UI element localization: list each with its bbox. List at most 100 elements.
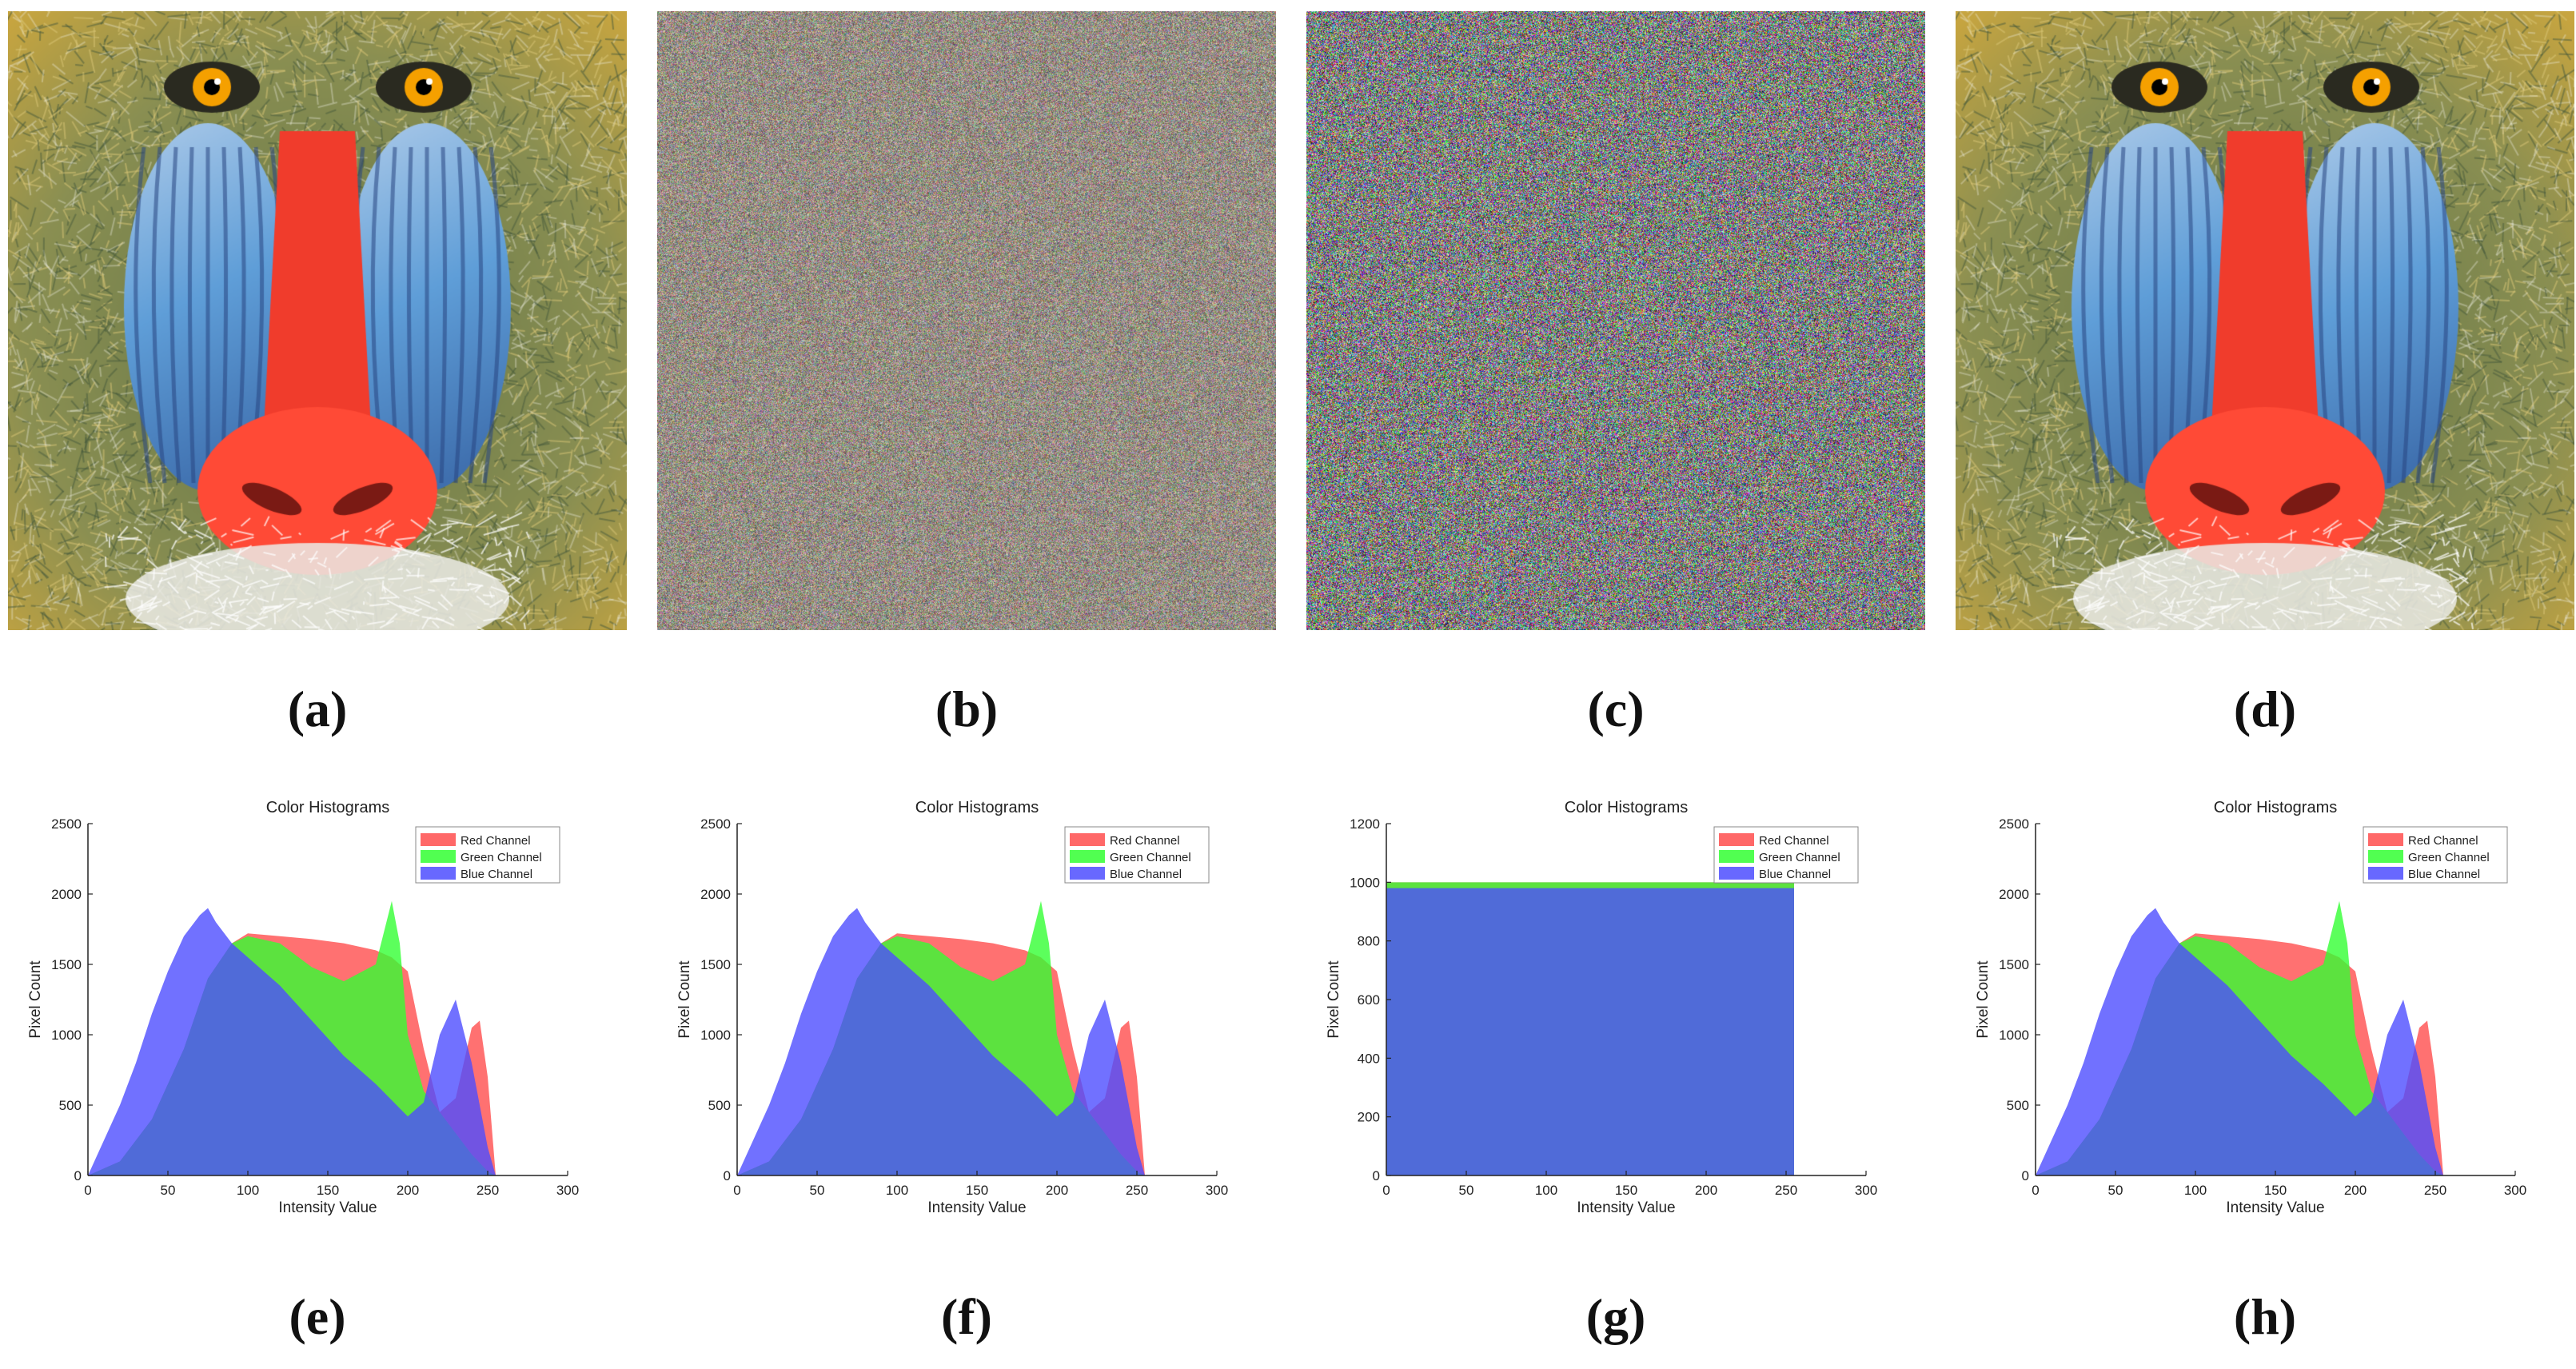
x-tick-label: 200 bbox=[1046, 1183, 1068, 1198]
legend-label: Red Channel bbox=[1759, 834, 1829, 848]
chart-title: Color Histograms bbox=[2214, 799, 2337, 816]
caption-e: (e) bbox=[289, 1288, 346, 1345]
y-tick-label: 1500 bbox=[51, 957, 82, 972]
x-tick-label: 50 bbox=[161, 1183, 176, 1198]
caption-a: (a) bbox=[287, 681, 348, 737]
x-axis-label: Intensity Value bbox=[927, 1199, 1026, 1216]
y-axis-label: Pixel Count bbox=[27, 960, 44, 1039]
x-tick-label: 150 bbox=[2264, 1183, 2287, 1198]
series-group bbox=[737, 900, 1145, 1175]
y-tick-label: 0 bbox=[1373, 1168, 1380, 1183]
legend-swatch bbox=[2368, 850, 2403, 863]
legend-swatch bbox=[421, 850, 456, 863]
x-tick-label: 300 bbox=[1206, 1183, 1228, 1198]
legend-label: Blue Channel bbox=[461, 868, 532, 881]
legend-swatch bbox=[1070, 850, 1105, 863]
caption-b: (b) bbox=[935, 681, 999, 737]
x-tick-label: 150 bbox=[966, 1183, 988, 1198]
image-panel-c bbox=[1306, 11, 1925, 630]
legend-swatch bbox=[2368, 833, 2403, 846]
mandrill-original-image bbox=[8, 11, 627, 630]
x-tick-label: 0 bbox=[2032, 1183, 2039, 1198]
y-tick-label: 800 bbox=[1358, 934, 1380, 949]
histogram-e: Color Histograms 0 50 100 150 200 250 300 0 500 10… bbox=[8, 792, 627, 1239]
legend-swatch bbox=[2368, 867, 2403, 880]
legend-label: Red Channel bbox=[461, 834, 531, 848]
y-tick-label: 1000 bbox=[1350, 875, 1380, 890]
x-tick-label: 250 bbox=[1775, 1183, 1797, 1198]
x-tick-label: 50 bbox=[810, 1183, 825, 1198]
legend-label: Blue Channel bbox=[1110, 868, 1182, 881]
mandrill-decrypted-image bbox=[1956, 11, 2574, 630]
x-tick-label: 250 bbox=[477, 1183, 499, 1198]
chart-title: Color Histograms bbox=[266, 799, 389, 816]
image-panel-d bbox=[1956, 11, 2574, 630]
y-tick-label: 0 bbox=[74, 1168, 82, 1183]
y-axis-label: Pixel Count bbox=[676, 960, 693, 1039]
legend-label: Green Channel bbox=[461, 851, 542, 864]
legend-swatch bbox=[1070, 867, 1105, 880]
y-tick-label: 2500 bbox=[51, 816, 82, 832]
y-tick-label: 1000 bbox=[1999, 1028, 2029, 1043]
legend: Red Channel Green Channel Blue Channel bbox=[2363, 826, 2508, 884]
y-tick-label: 2000 bbox=[700, 887, 731, 902]
y-tick-label: 500 bbox=[708, 1098, 731, 1113]
y-axis-label: Pixel Count bbox=[1975, 960, 1992, 1039]
histogram-h: Color Histograms 0 50 100 150 200 250 300 0 500 10… bbox=[1956, 792, 2574, 1239]
legend: Red Channel Green Channel Blue Channel bbox=[1064, 826, 1210, 884]
caption-g: (g) bbox=[1585, 1288, 1646, 1345]
y-tick-label: 500 bbox=[59, 1098, 82, 1113]
y-tick-label: 2000 bbox=[1999, 887, 2029, 902]
x-tick-label: 0 bbox=[1382, 1183, 1390, 1198]
encrypted-noise-image bbox=[657, 11, 1276, 630]
x-tick-label: 0 bbox=[733, 1183, 740, 1198]
caption-d: (d) bbox=[2233, 681, 2297, 737]
x-tick-label: 0 bbox=[84, 1183, 91, 1198]
legend-label: Blue Channel bbox=[2408, 868, 2480, 881]
y-tick-label: 0 bbox=[724, 1168, 731, 1183]
chart-title: Color Histograms bbox=[1565, 799, 1688, 816]
x-tick-label: 100 bbox=[2184, 1183, 2207, 1198]
y-tick-label: 1500 bbox=[1999, 957, 2029, 972]
x-tick-label: 250 bbox=[2424, 1183, 2446, 1198]
y-tick-label: 2500 bbox=[700, 816, 731, 832]
y-tick-label: 1200 bbox=[1350, 816, 1380, 832]
y-tick-label: 500 bbox=[2007, 1098, 2029, 1113]
colorful-noise-image bbox=[1306, 11, 1925, 630]
legend-swatch bbox=[1719, 867, 1754, 880]
y-tick-label: 2000 bbox=[51, 887, 82, 902]
caption-c: (c) bbox=[1587, 681, 1645, 737]
caption-f: (f) bbox=[941, 1288, 992, 1345]
histogram-g: Color Histograms 0 50 100 150 200 250 300 0 200 40… bbox=[1306, 792, 1925, 1239]
legend-swatch bbox=[421, 833, 456, 846]
x-tick-label: 200 bbox=[2344, 1183, 2367, 1198]
x-tick-label: 200 bbox=[1695, 1183, 1717, 1198]
x-tick-label: 100 bbox=[886, 1183, 908, 1198]
x-axis-label: Intensity Value bbox=[278, 1199, 377, 1216]
series-group bbox=[2036, 900, 2443, 1175]
x-tick-label: 300 bbox=[556, 1183, 579, 1198]
y-tick-label: 1500 bbox=[700, 957, 731, 972]
x-tick-label: 50 bbox=[2108, 1183, 2123, 1198]
legend-swatch bbox=[1719, 850, 1754, 863]
x-tick-label: 150 bbox=[1615, 1183, 1637, 1198]
series-area-blue-channel bbox=[2036, 908, 2443, 1175]
y-tick-label: 0 bbox=[2022, 1168, 2029, 1183]
series-group bbox=[1386, 882, 1794, 1175]
x-tick-label: 200 bbox=[397, 1183, 419, 1198]
x-tick-label: 300 bbox=[1855, 1183, 1877, 1198]
legend-swatch bbox=[421, 867, 456, 880]
legend: Red Channel Green Channel Blue Channel bbox=[1713, 826, 1859, 884]
legend-label: Red Channel bbox=[2408, 834, 2478, 848]
y-tick-label: 2500 bbox=[1999, 816, 2029, 832]
x-tick-label: 250 bbox=[1126, 1183, 1148, 1198]
y-tick-label: 1000 bbox=[51, 1028, 82, 1043]
legend-swatch bbox=[1719, 833, 1754, 846]
legend: Red Channel Green Channel Blue Channel bbox=[415, 826, 560, 884]
series-area-blue-channel bbox=[88, 908, 496, 1175]
y-tick-label: 400 bbox=[1358, 1051, 1380, 1066]
image-panel-b bbox=[657, 11, 1276, 630]
y-tick-label: 200 bbox=[1358, 1110, 1380, 1125]
x-tick-label: 100 bbox=[1535, 1183, 1557, 1198]
x-axis-label: Intensity Value bbox=[2226, 1199, 2324, 1216]
